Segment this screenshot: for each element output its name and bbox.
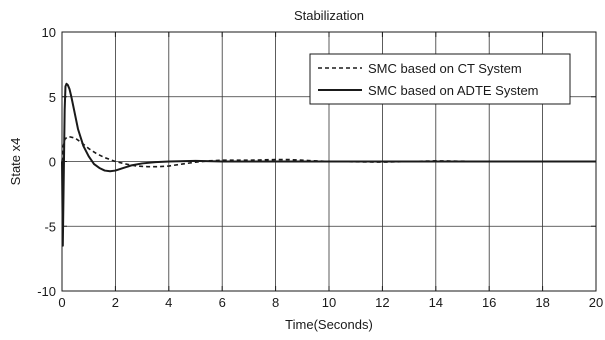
- y-tick-label: -10: [37, 284, 56, 299]
- legend-box: [309, 53, 571, 105]
- x-tick-label: 2: [112, 295, 119, 310]
- y-tick-label: 5: [49, 90, 56, 105]
- y-tick-label: 0: [49, 155, 56, 170]
- x-tick-label: 20: [589, 295, 603, 310]
- x-tick-label: 12: [375, 295, 389, 310]
- x-axis-label: Time(Seconds): [285, 317, 373, 332]
- x-tick-label: 10: [322, 295, 336, 310]
- x-tick-label: 16: [482, 295, 496, 310]
- x-tick-label: 18: [535, 295, 549, 310]
- y-tick-label: -5: [44, 219, 56, 234]
- legend-label: SMC based on CT System: [368, 61, 522, 76]
- series-line-adte-system: [61, 82, 596, 247]
- x-tick-label: 0: [58, 295, 65, 310]
- chart-title: Stabilization: [294, 8, 364, 23]
- legend-label: SMC based on ADTE System: [368, 83, 539, 98]
- x-tick-label: 4: [165, 295, 172, 310]
- y-axis-label: State x4: [8, 138, 23, 186]
- legend: SMC based on CT System SMC based on ADTE …: [309, 53, 571, 105]
- x-tick-label: 6: [219, 295, 226, 310]
- x-tick-label: 8: [272, 295, 279, 310]
- y-tick-label: 10: [42, 25, 56, 40]
- x-tick-label: 14: [429, 295, 443, 310]
